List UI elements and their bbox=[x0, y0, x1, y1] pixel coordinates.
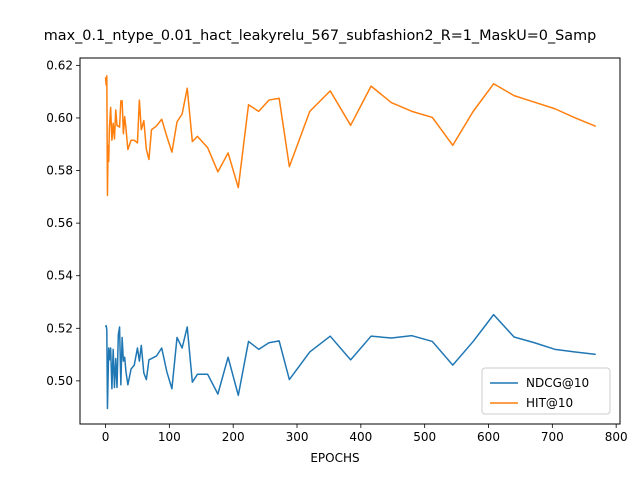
y-tick-label: 0.54 bbox=[46, 269, 73, 283]
x-tick-label: 100 bbox=[158, 430, 181, 444]
x-axis-label: EPOCHS bbox=[310, 451, 359, 465]
series-line-0 bbox=[104, 313, 596, 410]
legend: NDCG@10 HIT@10 bbox=[481, 367, 611, 415]
legend-label-0: NDCG@10 bbox=[526, 376, 589, 390]
series-line-1 bbox=[104, 75, 597, 197]
legend-label-1: HIT@10 bbox=[526, 396, 573, 410]
y-axis-ticks: 0.50 0.52 0.54 0.56 0.58 0.60 0.62 bbox=[46, 58, 80, 388]
y-tick-label: 0.50 bbox=[46, 374, 73, 388]
x-axis-ticks: 0 100 200 300 400 500 600 700 800 bbox=[102, 424, 628, 444]
x-tick-label: 600 bbox=[477, 430, 500, 444]
x-tick-label: 700 bbox=[541, 430, 564, 444]
x-tick-label: 0 bbox=[102, 430, 110, 444]
y-tick-label: 0.60 bbox=[46, 111, 73, 125]
chart-title: max_0.1_ntype_0.01_hact_leakyrelu_567_su… bbox=[44, 28, 597, 44]
y-tick-label: 0.58 bbox=[46, 164, 73, 178]
x-tick-label: 800 bbox=[605, 430, 628, 444]
y-tick-label: 0.56 bbox=[46, 216, 73, 230]
x-tick-label: 500 bbox=[413, 430, 436, 444]
x-tick-label: 400 bbox=[349, 430, 372, 444]
y-tick-label: 0.52 bbox=[46, 321, 73, 335]
y-tick-label: 0.62 bbox=[46, 58, 73, 72]
x-tick-label: 300 bbox=[286, 430, 309, 444]
x-tick-label: 200 bbox=[222, 430, 245, 444]
axes-frame bbox=[79, 57, 621, 425]
series-layer bbox=[104, 75, 597, 410]
